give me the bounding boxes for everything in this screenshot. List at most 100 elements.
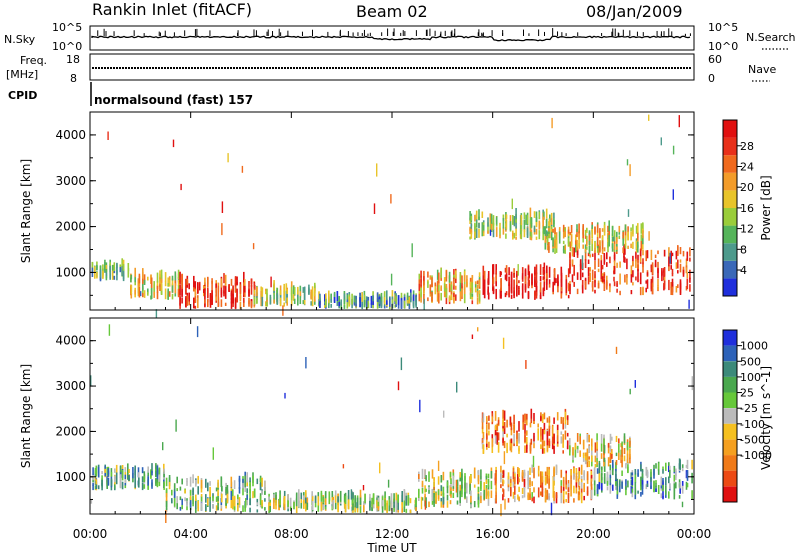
echo-cell bbox=[302, 300, 305, 305]
echo-cell bbox=[275, 495, 277, 506]
echo-cell bbox=[564, 245, 566, 250]
echo-cell bbox=[496, 423, 499, 432]
echo-cell bbox=[543, 412, 546, 420]
y-tick-label: 4000 bbox=[55, 128, 86, 142]
echo-cell bbox=[529, 234, 532, 240]
echo-cell bbox=[477, 496, 480, 501]
echo-cell bbox=[265, 290, 267, 295]
echo-cell bbox=[353, 300, 356, 305]
echo-cell bbox=[209, 491, 211, 499]
echo-cell bbox=[151, 479, 153, 489]
echo-cell bbox=[445, 278, 448, 282]
echo-cell bbox=[205, 478, 207, 488]
echo-cell bbox=[486, 443, 488, 447]
echo-cell bbox=[239, 301, 242, 309]
echo-cell bbox=[597, 244, 600, 256]
echo-cell bbox=[505, 233, 507, 239]
echo-cell bbox=[246, 499, 248, 506]
echo-cell bbox=[286, 289, 288, 296]
echo-cell bbox=[509, 215, 512, 223]
echo-cell bbox=[163, 483, 165, 490]
echo-cell bbox=[361, 305, 363, 310]
echo-cell bbox=[283, 507, 286, 511]
echo-cell bbox=[524, 282, 527, 290]
echo-cell bbox=[575, 487, 578, 494]
echo-cell bbox=[241, 165, 244, 173]
echo-cell bbox=[572, 447, 574, 456]
nsky-line bbox=[91, 35, 691, 42]
echo-cell bbox=[185, 298, 187, 307]
echo-cell bbox=[165, 500, 168, 511]
echo-cell bbox=[524, 269, 527, 280]
echo-cell bbox=[197, 282, 199, 293]
echo-cell bbox=[507, 472, 510, 478]
echo-cell bbox=[544, 495, 547, 503]
echo-cell bbox=[564, 424, 567, 429]
echo-cell bbox=[461, 275, 463, 284]
echo-cell bbox=[155, 463, 157, 474]
echo-cell bbox=[562, 224, 565, 232]
echo-cell bbox=[518, 289, 520, 296]
echo-cell bbox=[675, 286, 678, 293]
echo-cell bbox=[95, 465, 98, 477]
echo-cell bbox=[639, 249, 642, 256]
echo-cell bbox=[526, 444, 528, 453]
echo-cell bbox=[389, 297, 391, 307]
echo-cell bbox=[376, 292, 379, 302]
echo-cell bbox=[211, 281, 213, 291]
echo-cell bbox=[305, 502, 307, 512]
echo-cell bbox=[142, 277, 144, 285]
echo-cell bbox=[436, 292, 439, 302]
echo-cell bbox=[518, 421, 520, 432]
echo-cell bbox=[450, 478, 452, 484]
echo-cell bbox=[541, 428, 544, 440]
echo-cell bbox=[356, 502, 358, 509]
y-tick-label: 1000 bbox=[55, 470, 86, 484]
echo-cell bbox=[533, 496, 535, 504]
echo-cell bbox=[310, 301, 312, 306]
nave-label: Nave bbox=[748, 63, 776, 76]
echo-cell bbox=[175, 419, 177, 432]
echo-cell bbox=[580, 475, 583, 479]
echo-cell bbox=[582, 455, 585, 462]
echo-cell bbox=[259, 495, 262, 505]
echo-cell bbox=[531, 481, 533, 487]
echo-cell bbox=[446, 485, 449, 494]
echo-cell bbox=[97, 466, 100, 478]
echo-cell bbox=[543, 216, 545, 220]
echo-cell bbox=[487, 217, 489, 227]
echo-cell bbox=[637, 244, 639, 253]
echo-cell bbox=[453, 285, 455, 290]
echo-cell bbox=[412, 294, 415, 302]
echo-cell bbox=[114, 468, 116, 473]
echo-cell bbox=[459, 484, 461, 494]
echo-cell bbox=[596, 484, 599, 492]
echo-cell bbox=[217, 297, 220, 307]
echo-cell bbox=[513, 424, 515, 434]
echo-cell bbox=[440, 292, 442, 301]
echo-cell bbox=[487, 478, 490, 483]
echo-cell bbox=[685, 267, 688, 273]
echo-cell bbox=[642, 286, 644, 295]
echo-cell bbox=[506, 433, 508, 438]
echo-cell bbox=[580, 482, 583, 490]
echo-cell bbox=[495, 281, 497, 287]
echo-cell bbox=[486, 436, 488, 444]
echo-cell bbox=[583, 495, 585, 501]
echo-cell bbox=[289, 497, 292, 508]
echo-cell bbox=[482, 265, 485, 276]
echo-cell bbox=[200, 494, 203, 497]
echo-cell bbox=[230, 290, 233, 301]
echo-cell bbox=[537, 428, 539, 434]
echo-cell bbox=[591, 458, 593, 467]
echo-cell bbox=[440, 285, 442, 291]
echo-cell bbox=[394, 304, 396, 308]
echo-cell bbox=[567, 483, 570, 490]
echo-cell bbox=[196, 326, 199, 338]
echo-cell bbox=[179, 303, 181, 309]
echo-cell bbox=[552, 281, 554, 292]
echo-cell bbox=[471, 334, 474, 339]
echo-cell bbox=[372, 493, 375, 501]
echo-cell bbox=[275, 494, 277, 500]
